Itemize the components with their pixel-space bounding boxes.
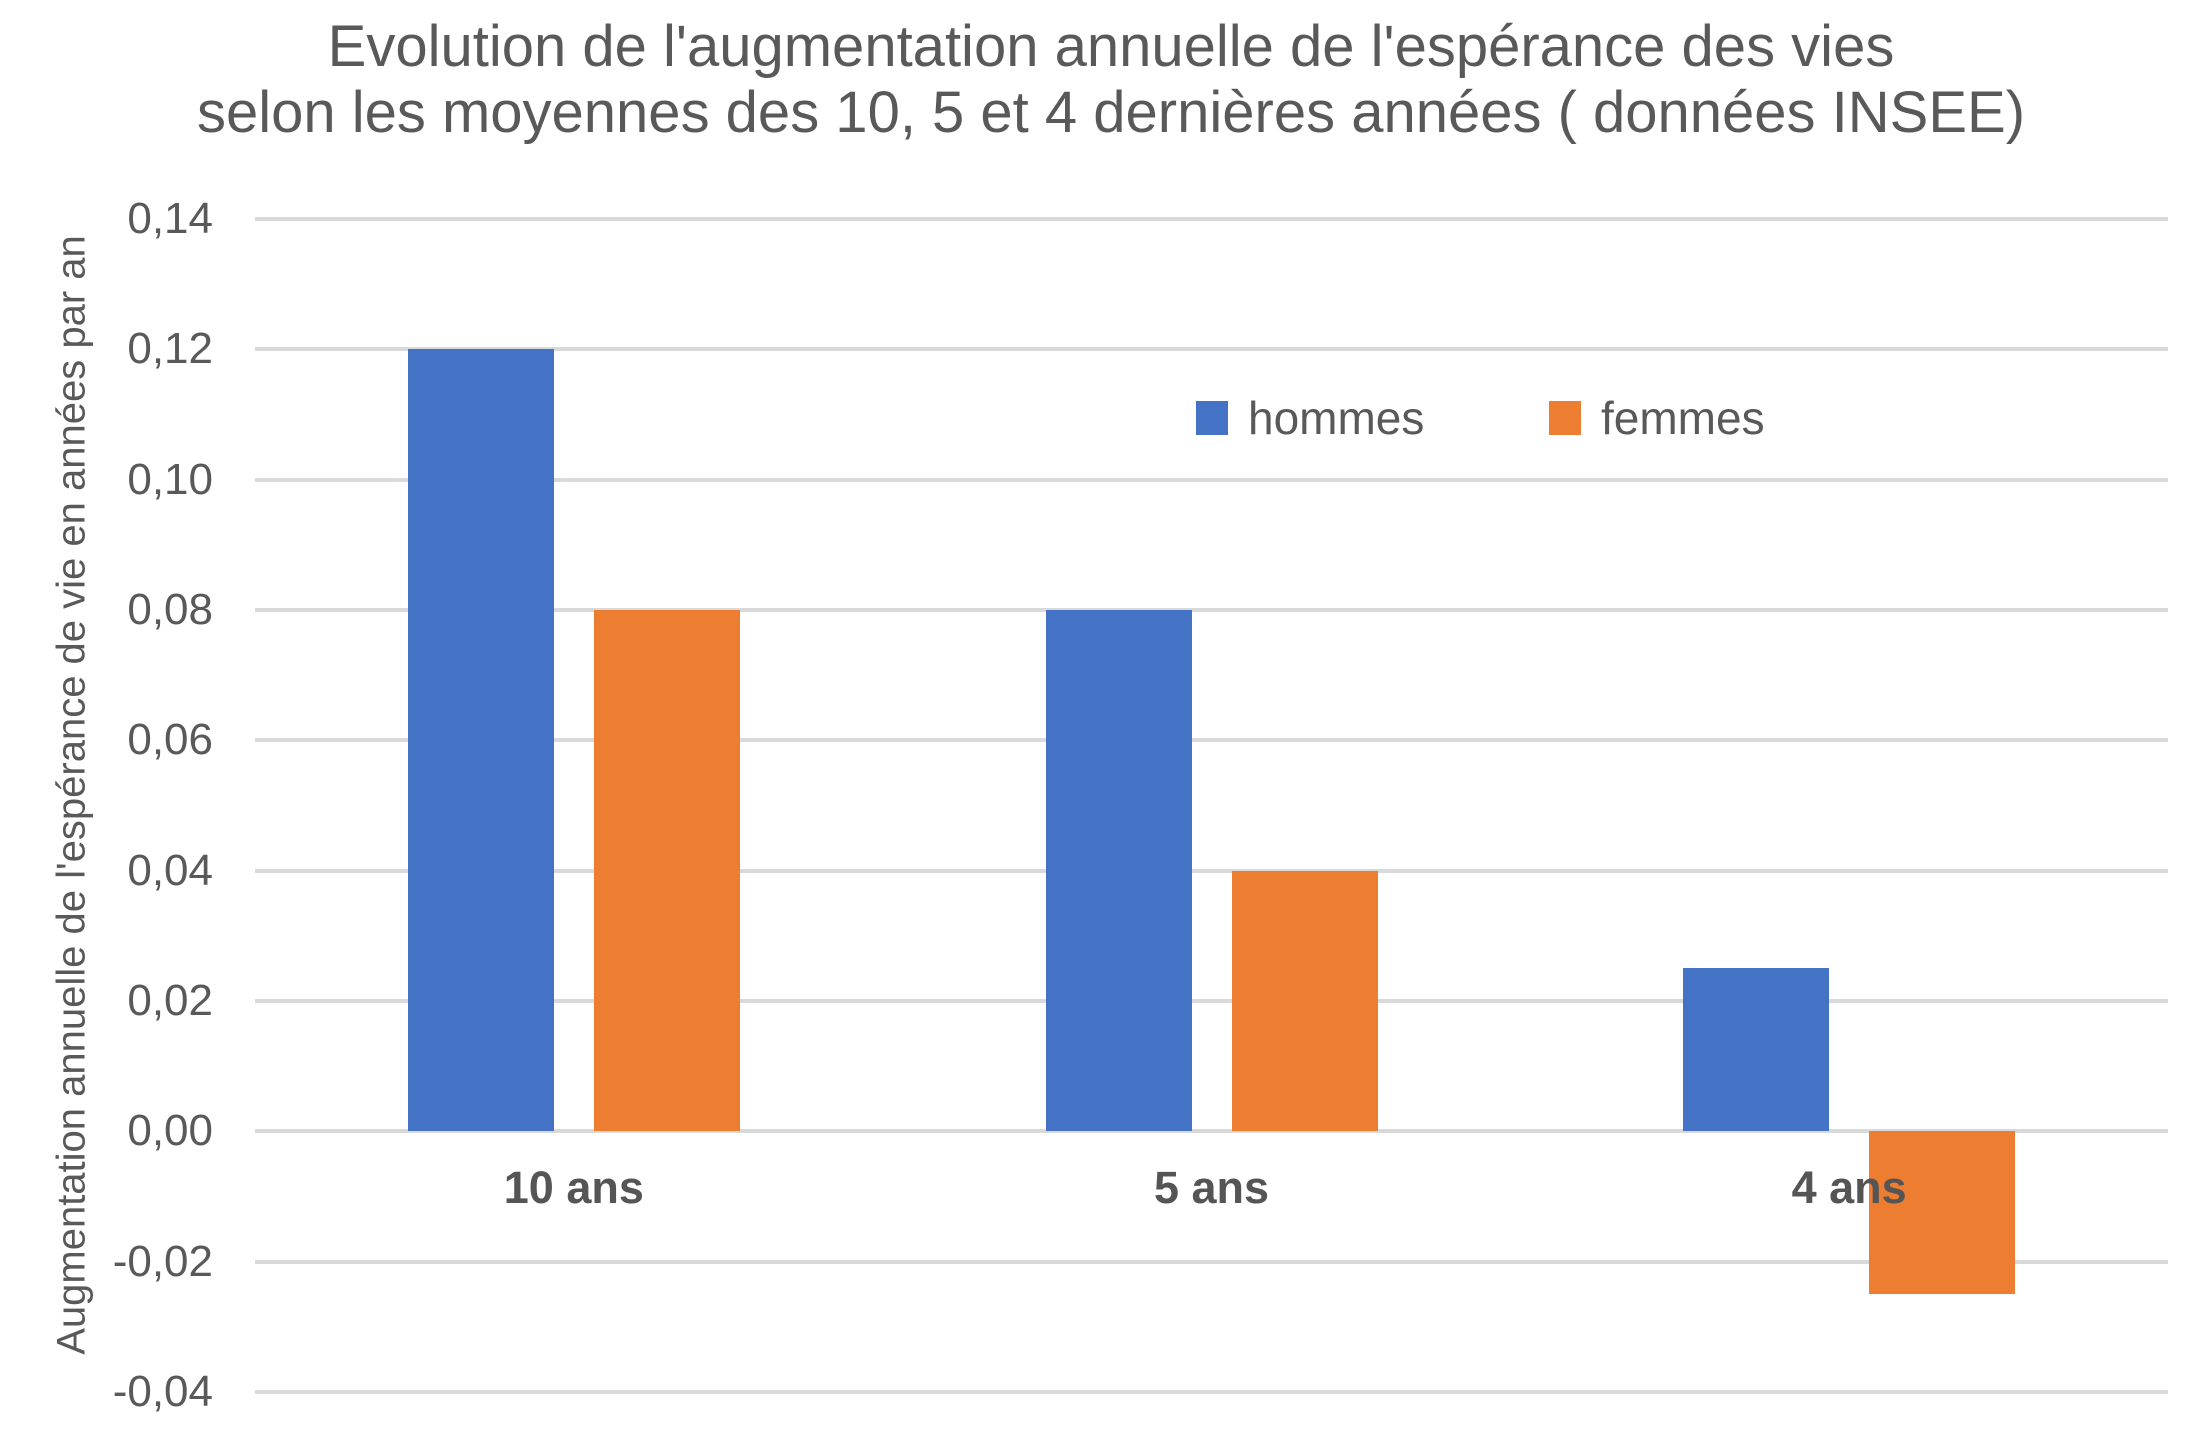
chart-title-line2: selon les moyennes des 10, 5 et 4 derniè… bbox=[196, 80, 2026, 145]
y-tick-label--0,02: -0,02 bbox=[112, 1236, 213, 1286]
gridline-0,04 bbox=[255, 868, 2168, 873]
legend-swatch-hommes bbox=[1196, 401, 1228, 435]
y-axis-title: Augmentation annuelle de l'espérance de … bbox=[49, 235, 94, 1355]
chart-title: Evolution de l'augmentation annuelle de … bbox=[0, 14, 2200, 146]
y-tick-label-0,02: 0,02 bbox=[127, 976, 213, 1025]
y-tick-label-0,10: 0,10 bbox=[127, 454, 213, 504]
gridline-0,02 bbox=[255, 999, 2168, 1003]
x-category-label-5-ans: 5 ans bbox=[1153, 1162, 1270, 1214]
legend-swatch-femmes bbox=[1549, 401, 1581, 435]
y-tick-label-0,06: 0,06 bbox=[127, 715, 213, 765]
gridline-0,08 bbox=[255, 608, 2168, 612]
legend-item-hommes: hommes bbox=[1196, 392, 1424, 444]
legend-item-femmes: femmes bbox=[1549, 392, 1765, 444]
y-tick-label-0,00: 0,00 bbox=[127, 1106, 213, 1156]
x-category-label-4-ans: 4 ans bbox=[1791, 1162, 1907, 1214]
gridline--0,04 bbox=[255, 1390, 2168, 1394]
legend-label-hommes: hommes bbox=[1248, 392, 1425, 444]
bar-hommes-10-ans bbox=[407, 349, 554, 1132]
gridline-0,10 bbox=[255, 477, 2168, 482]
x-category-label-10-ans: 10 ans bbox=[503, 1162, 644, 1214]
bar-femmes-5-ans bbox=[1231, 870, 1378, 1132]
bar-femmes-4-ans bbox=[1869, 1131, 2016, 1295]
gridline-0,12 bbox=[255, 347, 2168, 352]
y-tick-label-0,14: 0,14 bbox=[127, 194, 213, 243]
chart-title-line1: Evolution de l'augmentation annuelle de … bbox=[327, 14, 1895, 79]
y-tick-label--0,04: -0,04 bbox=[112, 1367, 213, 1416]
legend-label-femmes: femmes bbox=[1601, 392, 1765, 444]
bar-hommes-5-ans bbox=[1045, 610, 1192, 1132]
y-tick-label-0,08: 0,08 bbox=[127, 585, 213, 634]
bar-hommes-4-ans bbox=[1683, 968, 1830, 1132]
bar-femmes-10-ans bbox=[593, 610, 740, 1132]
gridline-0,06 bbox=[255, 738, 2168, 743]
gridline--0,02 bbox=[255, 1259, 2168, 1264]
y-tick-label-0,12: 0,12 bbox=[127, 324, 213, 374]
y-tick-label-0,04: 0,04 bbox=[127, 845, 213, 895]
gridline-0,14 bbox=[255, 217, 2168, 221]
gridline-0,00 bbox=[255, 1129, 2168, 1134]
